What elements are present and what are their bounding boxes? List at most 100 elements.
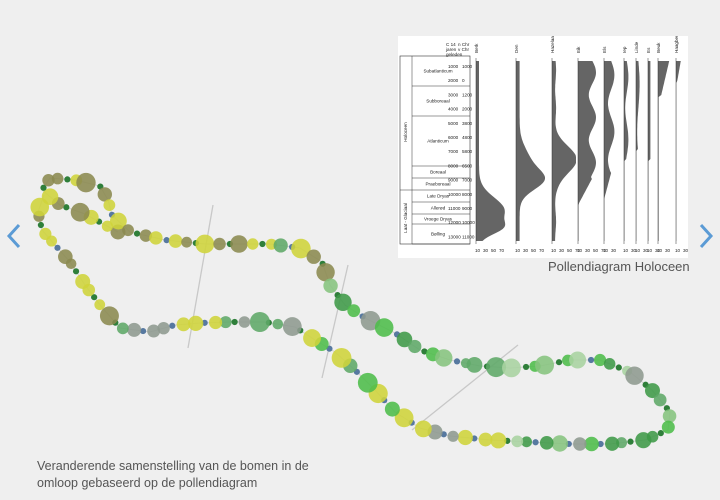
bead-dot [522, 363, 530, 371]
pollen-curve [578, 61, 596, 241]
tree-bead [168, 234, 183, 248]
tree-bead [122, 224, 134, 237]
tree-bead [502, 358, 521, 378]
tree-bead [181, 236, 193, 248]
pollen-curve [636, 61, 640, 241]
tree-bead [569, 351, 587, 369]
year-adbc-label: 0 [462, 78, 465, 83]
axis-tick-label: 70 [499, 248, 505, 253]
period-label: Subatlanticum [423, 69, 452, 74]
tree-bead [490, 432, 507, 449]
tree-bead [323, 278, 338, 293]
year-adbc-label: 6500 [462, 163, 473, 168]
tree-bead [511, 435, 524, 448]
tree-bead [208, 315, 223, 330]
year-bp-label: 12000 [448, 220, 461, 225]
axis-tick-label: 10 [551, 248, 557, 253]
tree-bead [521, 436, 532, 448]
taxon-label: Den [514, 44, 519, 53]
axis-tick-label: 10 [623, 248, 629, 253]
taxon-label: Berk [474, 43, 479, 53]
axis-tick-label: 70 [575, 248, 581, 253]
year-bp-label: 5000 [448, 121, 459, 126]
tree-beads [30, 172, 677, 452]
tree-bead [176, 317, 191, 332]
pollen-curve [476, 61, 506, 241]
axis-tick-label: 10 [577, 248, 583, 253]
taxon-label: Linde [634, 41, 639, 53]
bead-dot [421, 348, 428, 355]
tree-bead [535, 355, 555, 375]
year-bp-label: 7000 [448, 149, 459, 154]
axis-tick-label: 70 [539, 248, 545, 253]
tree-bead [573, 437, 587, 451]
tree-bead [75, 274, 91, 290]
tree-bead [101, 220, 114, 232]
chevron-left-icon [6, 223, 21, 249]
axis-tick-label: 10 [635, 248, 641, 253]
tree-bead [230, 235, 248, 253]
year-bp-label: 11000 [448, 206, 461, 211]
pollen-taxa-labels: Berk Den Hazelaar Eik Els Iep Linde Es Beuk Haagb… [474, 31, 679, 53]
pollen-curve [604, 61, 615, 241]
tree-bead [374, 318, 394, 337]
year-adbc-label: 5800 [462, 149, 473, 154]
year-bp-label: 13000 [448, 234, 461, 239]
taxon-label: Es [646, 47, 651, 53]
tree-bead [334, 293, 352, 312]
bead-dot [54, 244, 61, 251]
tree-bead [213, 237, 226, 251]
pollen-curve [658, 61, 670, 241]
tree-bead [394, 408, 414, 428]
period-label: Bølling [431, 232, 445, 237]
tree-bead [99, 306, 119, 326]
tree-bead [408, 339, 422, 354]
tree-bead [384, 401, 400, 417]
tree-bead [291, 238, 311, 259]
tree-bead [51, 172, 64, 185]
axis-tick-label: 30 [611, 248, 617, 253]
tree-bead [188, 315, 204, 331]
axis-tick-label: 30 [559, 248, 565, 253]
axis-tick-label: 50 [593, 248, 599, 253]
pollen-diagram-periods: Subatlanticum Subboreaal Atlanticum Boreaal… [400, 56, 470, 245]
tree-bead [635, 432, 652, 449]
taxon-label: Beuk [656, 42, 661, 53]
tree-bead [414, 420, 432, 438]
tree-bead [331, 348, 352, 368]
tree-bead [219, 316, 232, 329]
tree-bead [478, 432, 493, 447]
tree-bead [195, 234, 215, 254]
period-label: Subboreaal [426, 99, 450, 104]
tree-bead [316, 263, 335, 282]
tree-bead [306, 249, 321, 264]
period-label: Allerød [431, 206, 446, 211]
next-slide-button[interactable] [694, 222, 716, 250]
period-label: Boreaal [430, 170, 446, 175]
axis-tick-label: 50 [531, 248, 537, 253]
bead-dot [532, 439, 539, 446]
year-bp-label: 10000 [448, 192, 461, 197]
prev-slide-button[interactable] [4, 222, 26, 250]
year-adbc-label: 9000 [462, 206, 473, 211]
year-adbc-label: 10000 [462, 220, 475, 225]
pollen-diagram: C 14 jaren geleden n Chr v Chr Subatlanticum… [398, 31, 689, 258]
period-label: Late Dryas [427, 194, 450, 199]
year-adbc-label: 8000 [462, 192, 473, 197]
tree-bead [238, 316, 251, 328]
tree-bead [139, 229, 153, 242]
tree-bead [273, 238, 288, 253]
pollen-header-label: C 14 [446, 42, 456, 47]
tree-bead [593, 353, 607, 367]
pollen-curve [516, 61, 545, 241]
tree-bead [486, 357, 507, 378]
axis-tick-label: 10 [675, 248, 681, 253]
tree-bead [653, 393, 667, 407]
bead-dot [133, 230, 141, 237]
taxon-label: Iep [622, 46, 627, 53]
tree-bead [662, 409, 677, 423]
tree-bead [109, 212, 127, 230]
